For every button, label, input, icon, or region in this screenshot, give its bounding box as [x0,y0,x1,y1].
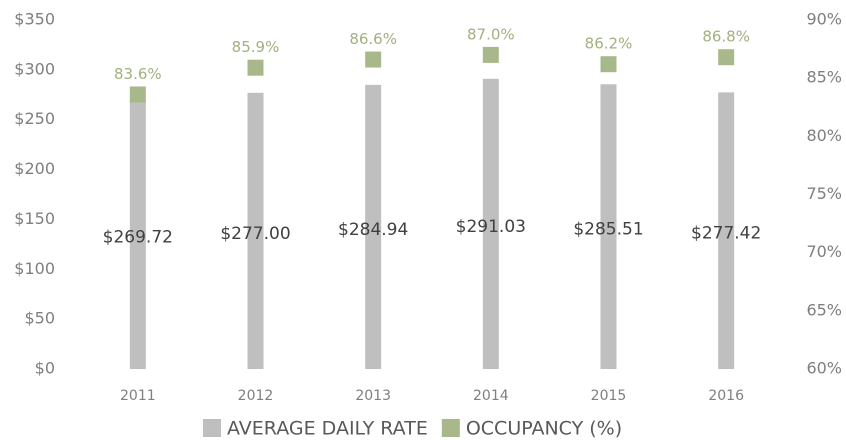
occupancy-marker [129,86,146,103]
bar [482,78,499,369]
y2-tick-label: 70% [806,242,842,261]
x-tick-label: 2011 [120,388,156,404]
marker-value-label: 86.2% [585,35,633,53]
occupancy-marker [482,46,499,63]
legend-label: AVERAGE DAILY RATE [227,418,428,440]
marker-value-label: 86.6% [349,30,397,48]
bar-value-label: $284.94 [338,220,408,240]
bar-value-label: $291.03 [456,217,526,237]
marker-value-label: 86.8% [702,28,750,46]
occupancy-marker [600,56,617,73]
y-tick-label: $350 [14,10,55,29]
y-tick-label: $150 [14,209,55,228]
legend-swatch [441,419,460,437]
legend-swatch [203,419,221,437]
marker-value-label: 83.6% [114,65,162,83]
x-tick-label: 2014 [473,388,509,404]
x-tick-label: 2012 [238,388,274,404]
bar [129,100,146,369]
bar-value-label: $277.00 [220,224,290,244]
y2-tick-label: 80% [806,126,842,145]
occupancy-marker [718,49,735,66]
marker-value-label: 85.9% [232,38,280,56]
bar [247,92,264,369]
occupancy-marker [247,59,264,76]
bar [365,84,382,369]
bar-value-label: $285.51 [573,220,643,240]
y2-tick-label: 75% [806,184,842,203]
occupancy-marker [365,51,382,68]
bar [718,92,735,370]
bar-value-label: $277.42 [691,224,761,244]
bar-value-label: $269.72 [103,228,173,248]
x-tick-label: 2013 [355,388,391,404]
y2-tick-label: 65% [806,300,842,319]
y-tick-label: $200 [14,159,55,178]
marker-value-label: 87.0% [467,25,515,43]
x-tick-label: 2015 [591,388,627,404]
bar [600,84,617,370]
y2-tick-label: 60% [806,359,842,378]
y-tick-label: $50 [24,309,55,328]
y-tick-label: $0 [35,359,55,378]
y-tick-label: $300 [14,59,55,78]
legend-label: OCCUPANCY (%) [466,418,622,440]
y2-tick-label: 90% [806,10,842,29]
y2-tick-label: 85% [806,68,842,87]
y-tick-label: $100 [14,259,55,278]
x-tick-label: 2016 [708,388,744,404]
y-tick-label: $250 [14,109,55,128]
